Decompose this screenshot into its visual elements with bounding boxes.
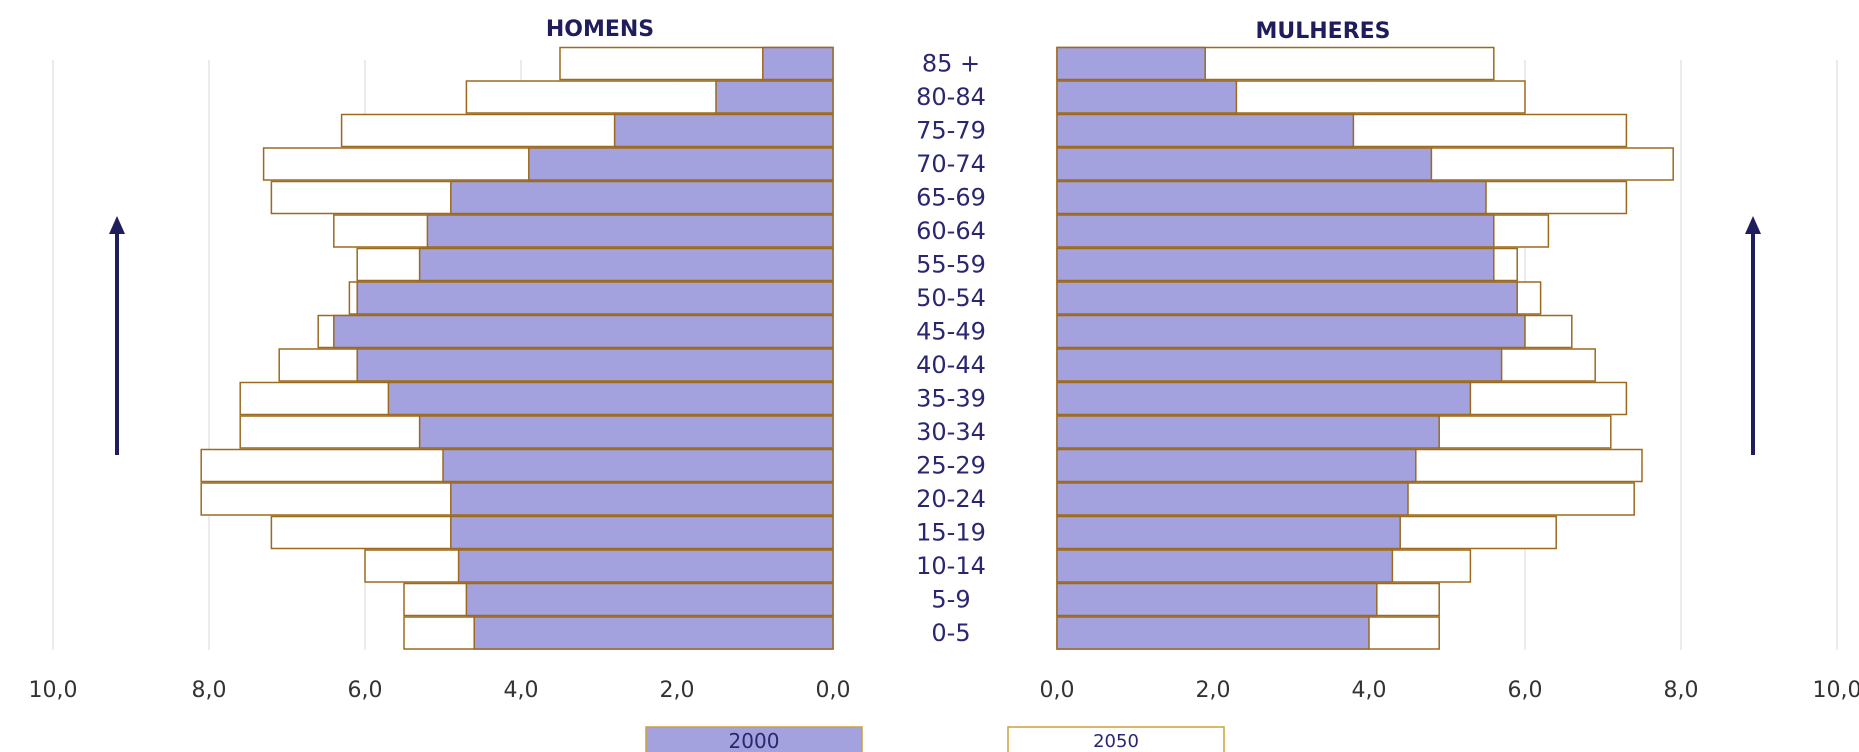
age-label-70-74: 70-74 <box>916 150 986 178</box>
men-axis-tick-labels: 10,0 8,0 6,0 4,0 2,0 0,0 <box>29 678 851 703</box>
age-label-65-69: 65-69 <box>916 184 986 212</box>
bar-men-2000-20-24 <box>450 482 834 516</box>
men-tick-label: 4,0 <box>504 678 539 703</box>
bar-women-2000-70-74 <box>1056 147 1433 181</box>
bar-women-2000-75-79 <box>1056 113 1355 148</box>
bar-men-2000-80-84 <box>715 80 834 114</box>
bar-men-2000-25-29 <box>442 448 834 483</box>
women-tick-label: 4,0 <box>1352 678 1387 703</box>
bar-men-2000-45-49 <box>333 314 834 349</box>
bar-women-2000-45-49 <box>1056 314 1526 349</box>
men-tick-label: 0,0 <box>816 678 851 703</box>
bar-men-2000-0-5 <box>473 616 834 650</box>
bar-men-2000-55-59 <box>418 247 834 282</box>
age-label-30-34: 30-34 <box>916 418 986 446</box>
men-panel-title: HOMENS <box>546 17 654 42</box>
men-tick-label: 10,0 <box>29 678 78 703</box>
age-label-45-49: 45-49 <box>916 318 986 346</box>
age-label-15-19: 15-19 <box>916 519 986 547</box>
age-label-80-84: 80-84 <box>916 83 986 111</box>
bar-men-2000-85 <box>762 46 834 81</box>
bar-men-2000-35-39 <box>387 381 834 416</box>
bar-men-2000-65-69 <box>450 180 834 215</box>
left-arrow-icon <box>109 216 125 455</box>
men-tick-label: 2,0 <box>660 678 695 703</box>
bar-men-2000-40-44 <box>356 348 834 382</box>
bar-women-2000-25-29 <box>1056 448 1417 483</box>
age-group-labels: 0-5 5-9 10-14 15-19 20-24 25-29 30-34 35-39 40-4… <box>916 50 986 648</box>
women-panel-title: MULHERES <box>1255 19 1390 44</box>
age-label-85: 85 + <box>922 50 980 78</box>
women-tick-label: 0,0 <box>1040 678 1075 703</box>
bar-women-2000-80-84 <box>1056 80 1238 114</box>
age-label-40-44: 40-44 <box>916 351 986 379</box>
bar-women-2000-35-39 <box>1056 381 1472 416</box>
bar-women-2000-60-64 <box>1056 214 1495 248</box>
bar-women-2000-10-14 <box>1056 549 1394 583</box>
age-label-25-29: 25-29 <box>916 452 986 480</box>
age-label-5-9: 5-9 <box>931 586 970 614</box>
bar-women-2000-5-9 <box>1056 582 1378 617</box>
age-label-10-14: 10-14 <box>916 552 986 580</box>
bar-women-2000-85 <box>1056 46 1206 81</box>
women-tick-label: 2,0 <box>1196 678 1231 703</box>
bars <box>200 46 1674 650</box>
legend-label-2000: 2000 <box>729 729 780 752</box>
age-label-0-5: 0-5 <box>931 619 970 647</box>
bar-men-2000-10-14 <box>457 549 834 583</box>
women-tick-label: 10,0 <box>1813 678 1859 703</box>
bar-men-2000-70-74 <box>528 147 834 181</box>
women-tick-label: 6,0 <box>1508 678 1543 703</box>
women-axis-tick-labels: 0,0 2,0 4,0 6,0 8,0 10,0 <box>1040 678 1859 703</box>
legend-swatch-2050 <box>1007 726 1225 752</box>
age-label-20-24: 20-24 <box>916 485 986 513</box>
bar-women-2000-50-54 <box>1056 281 1518 315</box>
bar-men-2000-50-54 <box>356 281 834 315</box>
age-label-50-54: 50-54 <box>916 284 986 312</box>
bar-women-2000-0-5 <box>1056 616 1370 650</box>
age-label-60-64: 60-64 <box>916 217 986 245</box>
bar-men-2000-30-34 <box>418 415 834 449</box>
bar-women-2000-40-44 <box>1056 348 1503 382</box>
bar-women-2000-30-34 <box>1056 415 1440 449</box>
age-label-75-79: 75-79 <box>916 117 986 145</box>
legend-label-2050: 2050 <box>1093 731 1139 752</box>
right-arrow-icon <box>1745 216 1761 455</box>
bar-men-2000-5-9 <box>465 582 834 617</box>
men-tick-label: 8,0 <box>192 678 227 703</box>
bar-women-2000-65-69 <box>1056 180 1487 215</box>
bar-women-2000-55-59 <box>1056 247 1495 282</box>
women-tick-label: 8,0 <box>1664 678 1699 703</box>
bar-women-2000-15-19 <box>1056 515 1401 550</box>
men-tick-label: 6,0 <box>348 678 383 703</box>
legend: 2000 2050 <box>645 726 1225 752</box>
legend-swatch-2000 <box>645 726 863 752</box>
age-label-35-39: 35-39 <box>916 385 986 413</box>
bar-women-2000-20-24 <box>1056 482 1409 516</box>
bar-men-2000-15-19 <box>450 515 834 550</box>
age-label-55-59: 55-59 <box>916 251 986 279</box>
bar-men-2000-60-64 <box>426 214 834 248</box>
bar-men-2000-75-79 <box>613 113 834 148</box>
